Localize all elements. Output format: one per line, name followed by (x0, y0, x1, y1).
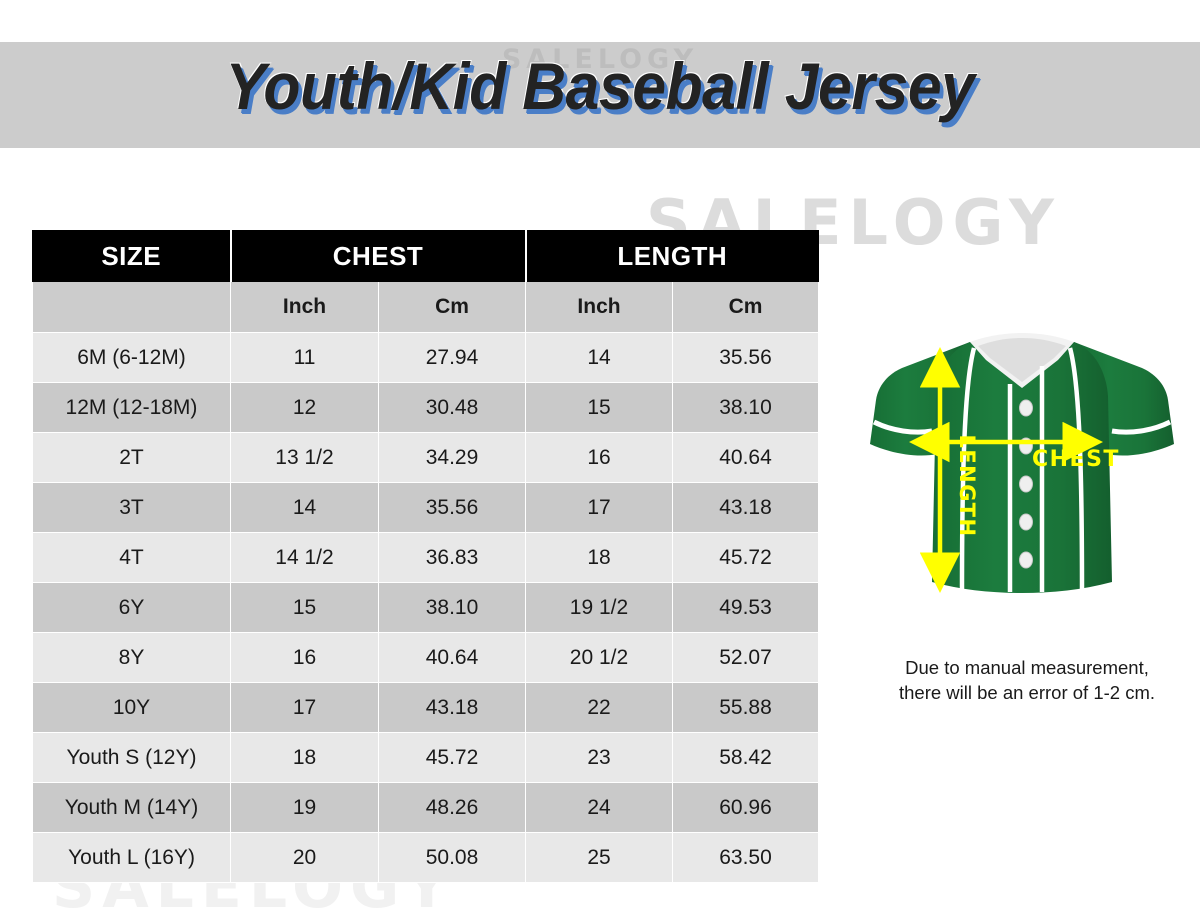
cell-size: Youth M (14Y) (32, 782, 231, 833)
unit-size (32, 281, 231, 333)
table-row: 8Y 16 40.64 20 1/2 52.07 (32, 632, 820, 683)
table-row: Youth S (12Y) 18 45.72 23 58.42 (32, 732, 820, 783)
jersey-illustration: CHEST LENGTH (862, 326, 1182, 616)
length-label: LENGTH (955, 434, 979, 537)
unit-length-inch: Inch (525, 281, 673, 333)
cell-size: 12M (12-18M) (32, 382, 231, 433)
table-row: 3T 14 35.56 17 43.18 (32, 482, 820, 533)
cell-chest-cm: 43.18 (378, 682, 526, 733)
cell-length-cm: 38.10 (671, 382, 820, 433)
cell-chest-inch: 15 (230, 582, 379, 633)
unit-chest-cm: Cm (378, 281, 526, 333)
table-row: 2T 13 1/2 34.29 16 40.64 (32, 432, 820, 483)
cell-length-cm: 45.72 (671, 532, 820, 583)
cell-size: 10Y (32, 682, 231, 733)
cell-chest-inch: 14 1/2 (230, 532, 379, 583)
header-chest: CHEST (230, 230, 527, 282)
cell-chest-cm: 50.08 (378, 832, 526, 883)
cell-chest-inch: 11 (230, 332, 379, 383)
cell-chest-inch: 18 (230, 732, 379, 783)
unit-length-cm: Cm (671, 281, 820, 333)
cell-length-inch: 20 1/2 (525, 632, 673, 683)
cell-length-cm: 49.53 (671, 582, 820, 633)
cell-size: 6Y (32, 582, 231, 633)
cell-length-inch: 25 (525, 832, 673, 883)
cell-length-cm: 35.56 (671, 332, 820, 383)
cell-length-inch: 22 (525, 682, 673, 733)
jersey-right-sleeve-trim (1111, 419, 1172, 435)
header-size: SIZE (32, 230, 232, 282)
cell-length-cm: 43.18 (671, 482, 820, 533)
table-row: Youth L (16Y) 20 50.08 25 63.50 (32, 832, 820, 883)
cell-length-cm: 40.64 (671, 432, 820, 483)
header-length: LENGTH (524, 230, 820, 282)
title-banner: SALELOGY Youth/Kid Baseball Jersey (0, 42, 1200, 148)
table-row: 10Y 17 43.18 22 55.88 (32, 682, 820, 733)
cell-length-cm: 52.07 (671, 632, 820, 683)
jersey-collar (970, 333, 1074, 388)
table-body: Inch Cm Inch Cm 6M (6-12M) 11 27.94 14 3… (32, 281, 820, 883)
cell-size: Youth L (16Y) (32, 832, 231, 883)
cell-chest-cm: 45.72 (378, 732, 526, 783)
cell-length-inch: 14 (525, 332, 673, 383)
cell-chest-cm: 27.94 (378, 332, 526, 383)
size-chart-table: SIZE CHEST LENGTH Inch Cm Inch Cm 6M (6-… (32, 230, 820, 883)
cell-size: 3T (32, 482, 231, 533)
measurement-disclaimer: Due to manual measurement, there will be… (872, 655, 1182, 705)
cell-size: Youth S (12Y) (32, 732, 231, 783)
cell-length-inch: 23 (525, 732, 673, 783)
cell-chest-cm: 38.10 (378, 582, 526, 633)
cell-size: 8Y (32, 632, 231, 683)
table-header-group: SIZE CHEST LENGTH (32, 230, 820, 282)
cell-chest-cm: 34.29 (378, 432, 526, 483)
table-header-row: SIZE CHEST LENGTH (32, 230, 820, 282)
cell-chest-cm: 40.64 (378, 632, 526, 683)
cell-chest-inch: 16 (230, 632, 379, 683)
disclaimer-line-2: there will be an error of 1-2 cm. (898, 682, 1156, 703)
cell-chest-inch: 19 (230, 782, 379, 833)
cell-length-inch: 17 (525, 482, 673, 533)
cell-chest-cm: 35.56 (378, 482, 526, 533)
jersey-placket (1007, 366, 1045, 592)
chest-label: CHEST (1032, 447, 1120, 472)
table-row: 6Y 15 38.10 19 1/2 49.53 (32, 582, 820, 633)
cell-length-cm: 60.96 (671, 782, 820, 833)
watermark-title-overlay: SALELOGY (501, 44, 699, 75)
table-row: 4T 14 1/2 36.83 18 45.72 (32, 532, 820, 583)
cell-length-cm: 63.50 (671, 832, 820, 883)
cell-length-inch: 19 1/2 (525, 582, 673, 633)
cell-length-inch: 24 (525, 782, 673, 833)
jersey-body (932, 342, 1112, 593)
unit-chest-inch: Inch (230, 281, 379, 333)
table-row: 6M (6-12M) 11 27.94 14 35.56 (32, 332, 820, 383)
cell-size: 2T (32, 432, 231, 483)
cell-length-cm: 55.88 (671, 682, 820, 733)
cell-size: 6M (6-12M) (32, 332, 231, 383)
table-row: Youth M (14Y) 19 48.26 24 60.96 (32, 782, 820, 833)
cell-chest-inch: 14 (230, 482, 379, 533)
cell-chest-inch: 13 1/2 (230, 432, 379, 483)
cell-length-inch: 16 (525, 432, 673, 483)
disclaimer-line-1: Due to manual measurement, (905, 657, 1149, 678)
cell-chest-inch: 20 (230, 832, 379, 883)
table-row: 12M (12-18M) 12 30.48 15 38.10 (32, 382, 820, 433)
cell-length-inch: 15 (525, 382, 673, 433)
cell-size: 4T (32, 532, 231, 583)
cell-chest-cm: 36.83 (378, 532, 526, 583)
table-unit-row: Inch Cm Inch Cm (32, 281, 820, 333)
cell-chest-inch: 17 (230, 682, 379, 733)
cell-chest-inch: 12 (230, 382, 379, 433)
cell-length-cm: 58.42 (671, 732, 820, 783)
cell-chest-cm: 30.48 (378, 382, 526, 433)
page-title: Youth/Kid Baseball Jersey (225, 49, 975, 123)
cell-length-inch: 18 (525, 532, 673, 583)
cell-chest-cm: 48.26 (378, 782, 526, 833)
